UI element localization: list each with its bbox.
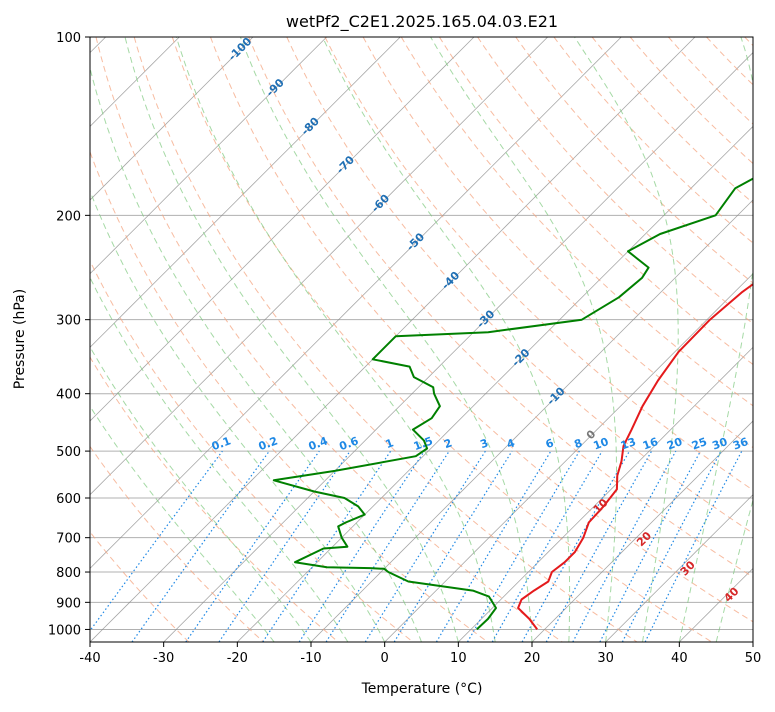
x-tick-label: 10: [450, 651, 467, 666]
plot-background: [90, 37, 753, 642]
chart-title: wetPf2_C2E1.2025.165.04.03.E21: [286, 12, 558, 32]
x-tick-label: 20: [524, 651, 541, 666]
y-tick-label: 400: [56, 388, 81, 403]
y-tick-label: 500: [56, 445, 81, 460]
x-tick-label: -40: [79, 651, 100, 666]
y-tick-label: 300: [56, 314, 81, 329]
y-tick-label: 1000: [48, 623, 81, 638]
x-tick-label: 30: [597, 651, 614, 666]
y-tick-label: 800: [56, 566, 81, 581]
x-axis-label: Temperature (°C): [361, 681, 483, 697]
y-tick-label: 900: [56, 596, 81, 611]
y-tick-label: 100: [56, 31, 81, 46]
y-tick-label: 200: [56, 209, 81, 224]
x-tick-label: 50: [745, 651, 762, 666]
y-tick-label: 700: [56, 532, 81, 547]
y-axis-label: Pressure (hPa): [12, 289, 28, 389]
y-tick-label: 600: [56, 492, 81, 507]
x-tick-label: -20: [227, 651, 248, 666]
x-tick-label: 0: [381, 651, 389, 666]
x-tick-label: -30: [153, 651, 174, 666]
x-tick-label: -10: [300, 651, 321, 666]
x-tick-label: 40: [671, 651, 688, 666]
